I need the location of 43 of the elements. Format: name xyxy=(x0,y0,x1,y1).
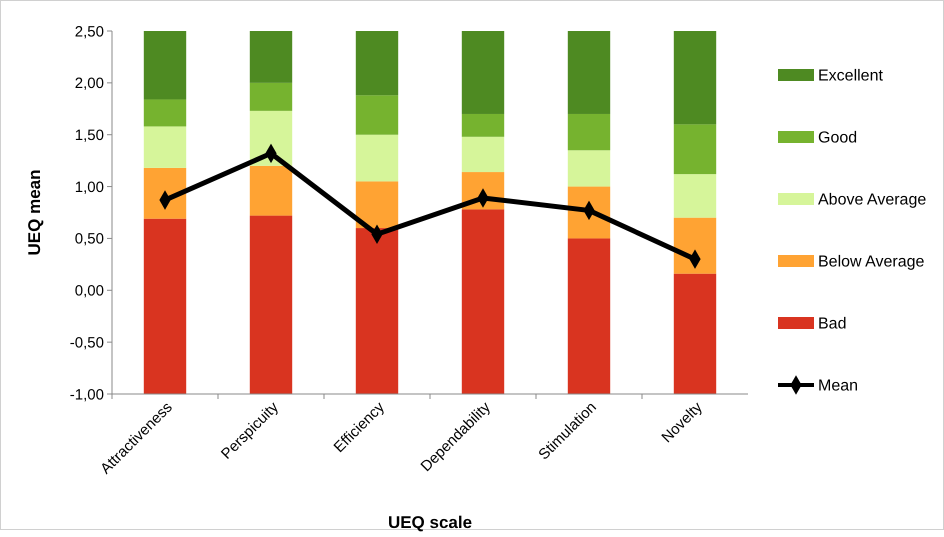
bar xyxy=(356,181,398,228)
bar xyxy=(144,168,186,219)
y-tick-label: 1,00 xyxy=(74,178,104,196)
legend-label: Mean xyxy=(818,378,858,395)
legend-label: Below Average xyxy=(818,254,925,271)
bar xyxy=(144,99,186,126)
legend-label: Excellent xyxy=(818,68,884,85)
bar xyxy=(674,31,716,124)
bar xyxy=(462,31,504,114)
bar xyxy=(568,31,610,114)
bar xyxy=(144,218,186,394)
legend-label: Above Average xyxy=(818,192,926,209)
y-axis-title: UEQ mean xyxy=(25,170,44,256)
bar xyxy=(144,126,186,168)
legend-label: Good xyxy=(818,130,858,147)
bar xyxy=(674,218,716,274)
bar xyxy=(674,124,716,174)
bar xyxy=(568,150,610,187)
bar xyxy=(356,228,398,394)
bar xyxy=(250,31,292,83)
x-axis-title: UEQ scale xyxy=(388,513,472,532)
bar xyxy=(144,31,186,100)
y-tick-label: 2,00 xyxy=(74,75,104,92)
bar xyxy=(462,114,504,137)
bar xyxy=(356,31,398,96)
legend-label: Bad xyxy=(818,316,846,333)
bar xyxy=(674,274,716,394)
bar xyxy=(462,136,504,172)
bar xyxy=(568,114,610,150)
y-tick-label: -1,00 xyxy=(70,386,104,404)
bar xyxy=(568,238,610,394)
y-tick-label: 0,00 xyxy=(74,282,104,300)
bar xyxy=(250,166,292,216)
y-tick-label: 1,50 xyxy=(74,126,104,144)
bar xyxy=(356,134,398,182)
bar xyxy=(250,216,292,394)
y-tick-label: 2,50 xyxy=(74,23,104,40)
bar xyxy=(250,82,292,111)
bar xyxy=(356,95,398,135)
bar xyxy=(462,209,504,394)
bar xyxy=(674,174,716,218)
y-tick-label: -0,50 xyxy=(70,334,104,352)
y-tick-label: 0,50 xyxy=(74,230,104,248)
